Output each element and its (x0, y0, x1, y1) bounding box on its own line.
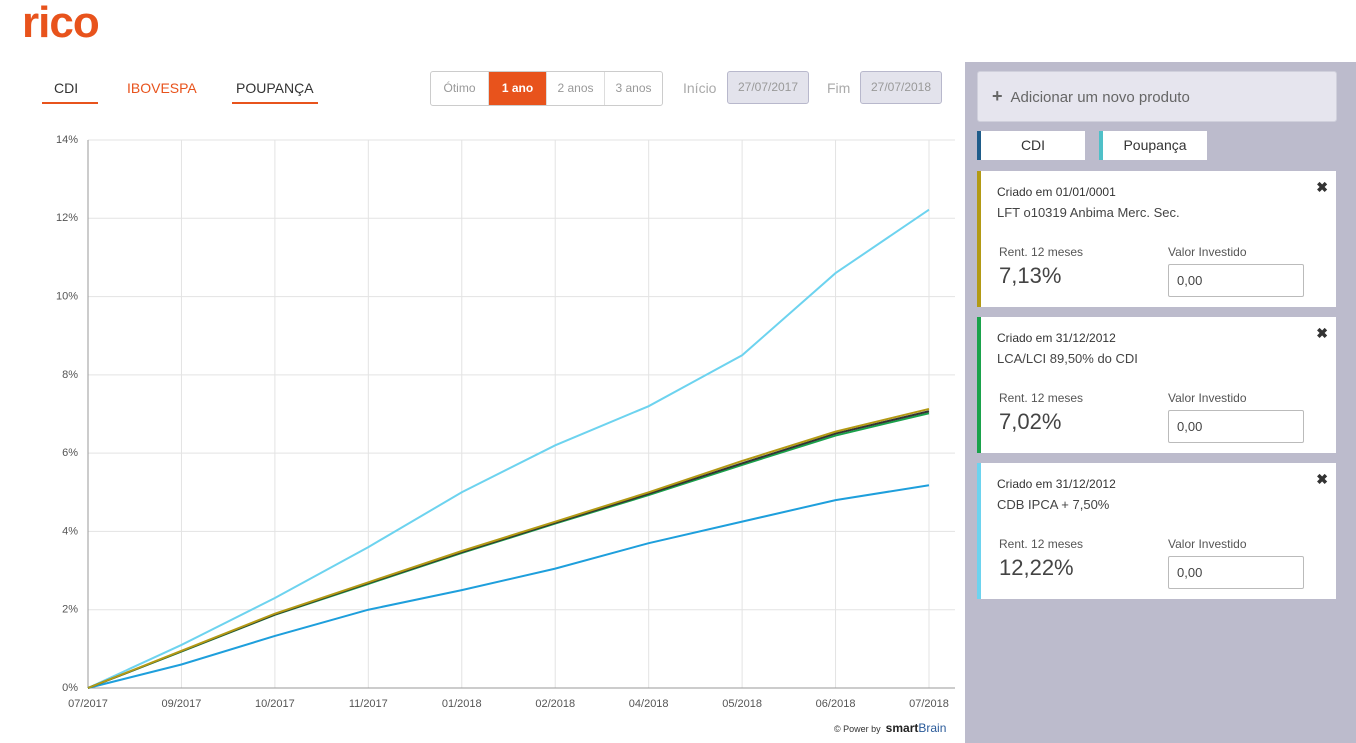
footer-text: © Power by (834, 724, 881, 734)
y-tick-label: 0% (62, 682, 78, 694)
add-button[interactable]: +Adicionar um novo produto (977, 71, 1337, 122)
created-date: Criado em 31/12/2012 (997, 477, 1116, 491)
rent-label: Rent. 12 meses (999, 391, 1083, 405)
product-name: CDB IPCA + 7,50% (997, 497, 1109, 512)
x-tick-label: 04/2018 (629, 698, 669, 710)
y-tick-label: 10% (56, 290, 78, 302)
x-tick-label: 05/2018 (722, 698, 762, 710)
x-tick-label: 01/2018 (442, 698, 482, 710)
invest-input[interactable]: 0,00 (1168, 410, 1304, 443)
rent-value: 7,02% (999, 409, 1061, 435)
invest-input[interactable]: 0,00 (1168, 556, 1304, 589)
invest-label: Valor Investido (1168, 537, 1247, 551)
line-series (88, 409, 929, 688)
y-tick-label: 6% (62, 447, 78, 459)
x-tick-label: 10/2017 (255, 698, 295, 710)
created-date: Criado em 01/01/0001 (997, 185, 1116, 199)
y-tick-label: 4% (62, 525, 78, 537)
line-series (88, 413, 929, 688)
invest-input[interactable]: 0,00 (1168, 264, 1304, 297)
invest-label: Valor Investido (1168, 245, 1247, 259)
invest-label: Valor Investido (1168, 391, 1247, 405)
remove-button[interactable]: ✖ (1316, 325, 1328, 342)
x-tick-label: 07/2018 (909, 698, 949, 710)
x-tick-label: 02/2018 (535, 698, 575, 710)
rent-value: 7,13% (999, 263, 1061, 289)
rent-label: Rent. 12 meses (999, 537, 1083, 551)
y-tick-label: 14% (56, 134, 78, 146)
add-label: Adicionar um novo produto (1011, 89, 1190, 106)
product-card: Criado em 31/12/2012 LCA/LCI 89,50% do CD… (977, 317, 1336, 453)
x-tick-label: 06/2018 (816, 698, 856, 710)
line-series (88, 485, 929, 688)
footer: © Power by smartBrain (834, 721, 946, 735)
chart: 0% 2% 4% 6% 8% 10% 12% 14% 07/2017 09/2017 10/2017… (0, 0, 965, 743)
brand: Brain (918, 721, 946, 735)
product-card: Criado em 31/12/2012 CDB IPCA + 7,50% Rent… (977, 463, 1336, 599)
line-series (88, 210, 929, 688)
x-tick-label: 09/2017 (162, 698, 202, 710)
product-name: LCA/LCI 89,50% do CDI (997, 351, 1138, 366)
remove-button[interactable]: ✖ (1316, 471, 1328, 488)
y-tick-label: 8% (62, 369, 78, 381)
product-card: Criado em 01/01/0001 LFT o10319 Anbima Me… (977, 171, 1336, 307)
filter-chip[interactable]: CDI (977, 131, 1085, 160)
side-panel: +Adicionar um novo produto CDI Poupança Cr… (965, 62, 1356, 743)
rent-label: Rent. 12 meses (999, 245, 1083, 259)
created-date: Criado em 31/12/2012 (997, 331, 1116, 345)
remove-button[interactable]: ✖ (1316, 179, 1328, 196)
rent-value: 12,22% (999, 555, 1074, 581)
x-tick-label: 07/2017 (68, 698, 108, 710)
brand: smart (886, 721, 919, 735)
y-tick-label: 2% (62, 604, 78, 616)
x-tick-label: 11/2017 (349, 698, 388, 710)
y-tick-label: 12% (56, 212, 78, 224)
filter-chip[interactable]: Poupança (1099, 131, 1207, 160)
product-name: LFT o10319 Anbima Merc. Sec. (997, 205, 1180, 220)
